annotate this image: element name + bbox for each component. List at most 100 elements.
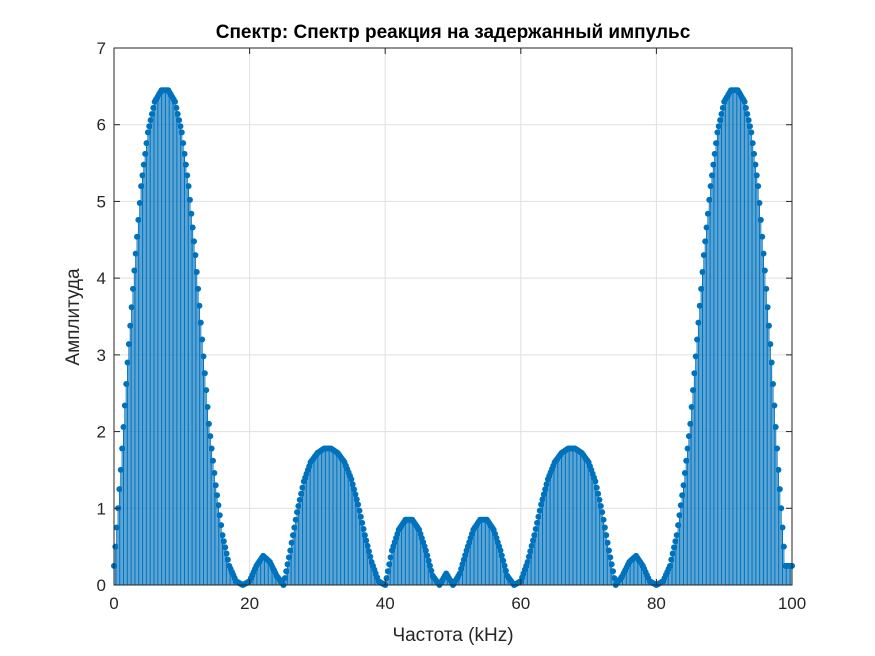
stem-marker	[291, 524, 298, 531]
stem-marker	[770, 381, 777, 388]
stem-marker	[774, 445, 781, 452]
stem-marker	[193, 269, 200, 276]
axes-box	[113, 47, 793, 586]
stem-marker	[359, 519, 366, 526]
stem-marker	[702, 238, 709, 245]
stem-marker	[771, 402, 778, 409]
stem-marker	[540, 491, 547, 498]
stem-marker	[364, 542, 371, 549]
stem-marker	[685, 433, 692, 440]
stem-marker	[500, 557, 507, 564]
stem-marker	[752, 161, 759, 168]
stem-marker	[715, 123, 722, 130]
stem-marker	[123, 381, 130, 388]
stem-marker	[677, 502, 684, 509]
stem-marker	[124, 359, 131, 366]
x-axis-label: Частота (kHz)	[392, 625, 513, 646]
stem-marker	[749, 140, 756, 147]
stem-marker	[135, 216, 142, 223]
y-tick-label: 7	[97, 39, 106, 58]
stem-marker	[713, 140, 720, 147]
stem-marker	[196, 302, 203, 309]
stem-marker	[178, 129, 185, 136]
stem-marker	[117, 466, 124, 473]
x-tick-label: 100	[778, 594, 806, 613]
stem-marker	[776, 486, 783, 493]
stem-marker	[534, 519, 541, 526]
stem-marker	[223, 550, 230, 557]
stem-marker	[605, 547, 612, 554]
x-tick-labels: 0 20 40 60 80 100	[109, 594, 806, 613]
stem-marker	[186, 196, 193, 203]
stem-marker	[296, 496, 303, 503]
stem-marker	[132, 250, 139, 257]
stem-marker	[287, 547, 294, 554]
stem-marker	[711, 150, 718, 157]
stem-marker	[289, 532, 296, 539]
stem-marker	[681, 469, 688, 476]
stem-marker	[216, 512, 223, 519]
stem-marker	[136, 199, 143, 206]
stem-marker	[539, 496, 546, 503]
stem-marker	[527, 548, 534, 555]
stem-marker	[357, 513, 364, 520]
stem-marker	[131, 267, 138, 274]
stem-marker	[138, 183, 145, 190]
stem-marker	[197, 319, 204, 326]
stem-marker	[295, 502, 302, 509]
stem-marker	[695, 319, 702, 326]
stem-marker	[666, 562, 673, 569]
stem-marker	[690, 387, 697, 394]
stem-marker	[746, 123, 753, 130]
stem-marker	[119, 445, 126, 452]
chart-title: Спектр: Спектр реакция на задержанный им…	[216, 22, 691, 43]
stem-marker	[671, 544, 678, 551]
stem-marker	[760, 250, 767, 257]
stem-marker	[763, 285, 770, 292]
y-tick-label: 6	[97, 116, 106, 135]
stem-marker	[608, 561, 615, 568]
stem-marker	[778, 505, 785, 512]
stem-marker	[714, 129, 721, 136]
stem-marker	[113, 524, 120, 531]
stem-marker	[767, 341, 774, 348]
stem-marker	[772, 423, 779, 430]
stem-marker	[281, 575, 288, 582]
x-tick-label: 20	[240, 594, 259, 613]
stem-marker	[356, 507, 363, 514]
stem-marker	[706, 196, 713, 203]
stem-marker	[129, 285, 136, 292]
stem-marker	[383, 575, 390, 582]
stem-marker	[779, 524, 786, 531]
stem-marker	[497, 547, 504, 554]
stem-marker	[673, 532, 680, 539]
stem-marker	[593, 484, 600, 491]
stem-marker	[607, 554, 614, 561]
stem-marker	[285, 554, 292, 561]
stem-marker	[425, 557, 432, 564]
stem-marker	[744, 110, 751, 117]
y-tick-label: 3	[97, 346, 106, 365]
y-tick-label: 5	[97, 192, 106, 211]
stem-marker	[208, 445, 215, 452]
stem-marker	[299, 484, 306, 491]
y-tick-label: 1	[97, 499, 106, 518]
stem-marker	[185, 183, 192, 190]
stem-marker	[610, 568, 617, 575]
stem-marker	[742, 104, 749, 111]
stem-marker	[543, 481, 550, 488]
stem-marker	[181, 150, 188, 157]
stem-marker	[199, 336, 206, 343]
stem-marker	[209, 457, 216, 464]
stem-marker	[367, 553, 374, 560]
stem-marker	[182, 161, 189, 168]
stem-marker	[761, 267, 768, 274]
stem-marker	[128, 304, 135, 311]
stem-marker	[384, 568, 391, 575]
stem-marker	[751, 150, 758, 157]
stem-marker	[288, 539, 295, 546]
stem-marker	[719, 104, 726, 111]
stem-marker	[755, 183, 762, 190]
stem-marker	[200, 353, 207, 360]
stem-marker	[192, 252, 199, 259]
